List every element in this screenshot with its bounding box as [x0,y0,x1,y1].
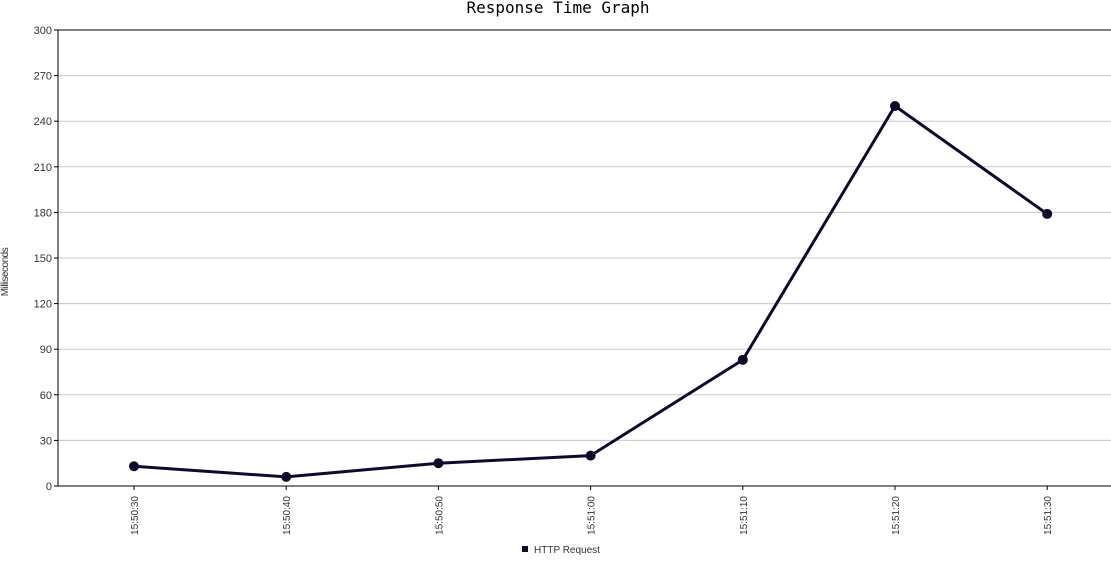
series-line [133,104,1049,479]
y-tick-label: 210 [34,162,52,174]
x-tick-label: 15:50:30 [130,496,141,535]
y-tick-label: 300 [34,25,52,37]
data-point [890,101,900,111]
axis-layer: 0 30 60 90 120 150 180 210 240 270 300 15:50:30 15:5… [34,25,1111,535]
data-point [585,450,596,461]
x-tick-label: 15:50:50 [434,496,445,535]
x-tick-label: 15:50:40 [282,496,293,535]
series-layer [129,101,1053,482]
data-point [281,471,292,482]
x-tick-label: 15:51:00 [587,496,598,535]
y-tick-label: 240 [34,116,52,128]
data-point [129,461,139,472]
y-tick-label: 120 [34,299,52,311]
y-tick-label: 150 [34,253,52,265]
x-tick-label: 15:51:10 [739,496,750,535]
y-tick-label: 180 [34,207,52,219]
data-point [737,354,748,365]
y-tick-label: 30 [40,435,52,447]
y-tick-label: 90 [40,344,52,356]
legend: HTTP Request [522,545,600,556]
legend-swatch [522,546,528,552]
y-axis-label: Milliseconds [0,247,11,296]
x-tick-label: 15:51:20 [891,496,902,535]
y-tick-label: 60 [40,390,52,402]
chart-title: Response Time Graph [466,0,649,17]
data-point [433,458,444,469]
x-tick-label: 15:51:30 [1043,496,1054,535]
grid-layer [58,29,1111,441]
legend-label: HTTP Request [534,545,600,556]
data-point [1042,208,1053,219]
y-tick-label: 0 [46,481,52,493]
y-tick-label: 270 [34,71,52,83]
